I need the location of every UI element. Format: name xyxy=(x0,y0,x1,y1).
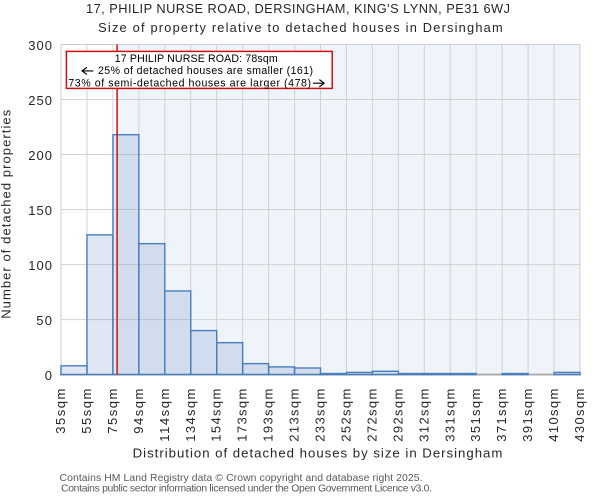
svg-text:391sqm: 391sqm xyxy=(520,389,535,442)
svg-text:Contains HM Land Registry data: Contains HM Land Registry data © Crown c… xyxy=(60,473,423,484)
svg-text:430sqm: 430sqm xyxy=(572,389,587,442)
svg-text:114sqm: 114sqm xyxy=(157,389,172,442)
svg-text:300: 300 xyxy=(28,38,52,53)
svg-text:150: 150 xyxy=(28,203,52,218)
svg-text:134sqm: 134sqm xyxy=(183,389,198,442)
svg-text:272sqm: 272sqm xyxy=(364,389,379,442)
svg-text:173sqm: 173sqm xyxy=(235,389,250,442)
svg-text:250: 250 xyxy=(28,93,52,108)
svg-text:35sqm: 35sqm xyxy=(53,389,68,434)
svg-text:0: 0 xyxy=(45,368,52,383)
svg-text:213sqm: 213sqm xyxy=(287,389,302,442)
svg-text:193sqm: 193sqm xyxy=(261,389,276,442)
svg-text:25% of detached houses are sma: 25% of detached houses are smaller (161) xyxy=(98,65,313,77)
svg-text:200: 200 xyxy=(28,148,52,163)
svg-text:331sqm: 331sqm xyxy=(442,389,457,442)
svg-text:Size of property relative to d: Size of property relative to detached ho… xyxy=(98,20,503,35)
svg-text:312sqm: 312sqm xyxy=(416,389,431,442)
svg-text:73% of semi-detached houses ar: 73% of semi-detached houses are larger (… xyxy=(68,78,311,90)
svg-text:17, PHILIP NURSE ROAD, DERSING: 17, PHILIP NURSE ROAD, DERSINGHAM, KING'… xyxy=(86,1,510,16)
svg-text:371sqm: 371sqm xyxy=(494,389,509,442)
svg-text:50: 50 xyxy=(36,313,52,328)
svg-text:Distribution of detached house: Distribution of detached houses by size … xyxy=(133,445,503,460)
svg-text:17 PHILIP NURSE ROAD: 78sqm: 17 PHILIP NURSE ROAD: 78sqm xyxy=(115,53,278,65)
svg-text:233sqm: 233sqm xyxy=(313,389,328,442)
svg-text:292sqm: 292sqm xyxy=(390,389,405,442)
svg-text:252sqm: 252sqm xyxy=(338,389,353,442)
svg-text:75sqm: 75sqm xyxy=(105,389,120,434)
svg-text:55sqm: 55sqm xyxy=(79,389,94,434)
svg-text:100: 100 xyxy=(28,258,52,273)
svg-text:154sqm: 154sqm xyxy=(209,389,224,442)
svg-text:410sqm: 410sqm xyxy=(546,389,561,442)
svg-text:Contains public sector informa: Contains public sector information licen… xyxy=(61,484,432,495)
svg-text:351sqm: 351sqm xyxy=(468,389,483,442)
svg-text:Number of detached properties: Number of detached properties xyxy=(0,109,14,318)
svg-text:94sqm: 94sqm xyxy=(131,389,146,434)
